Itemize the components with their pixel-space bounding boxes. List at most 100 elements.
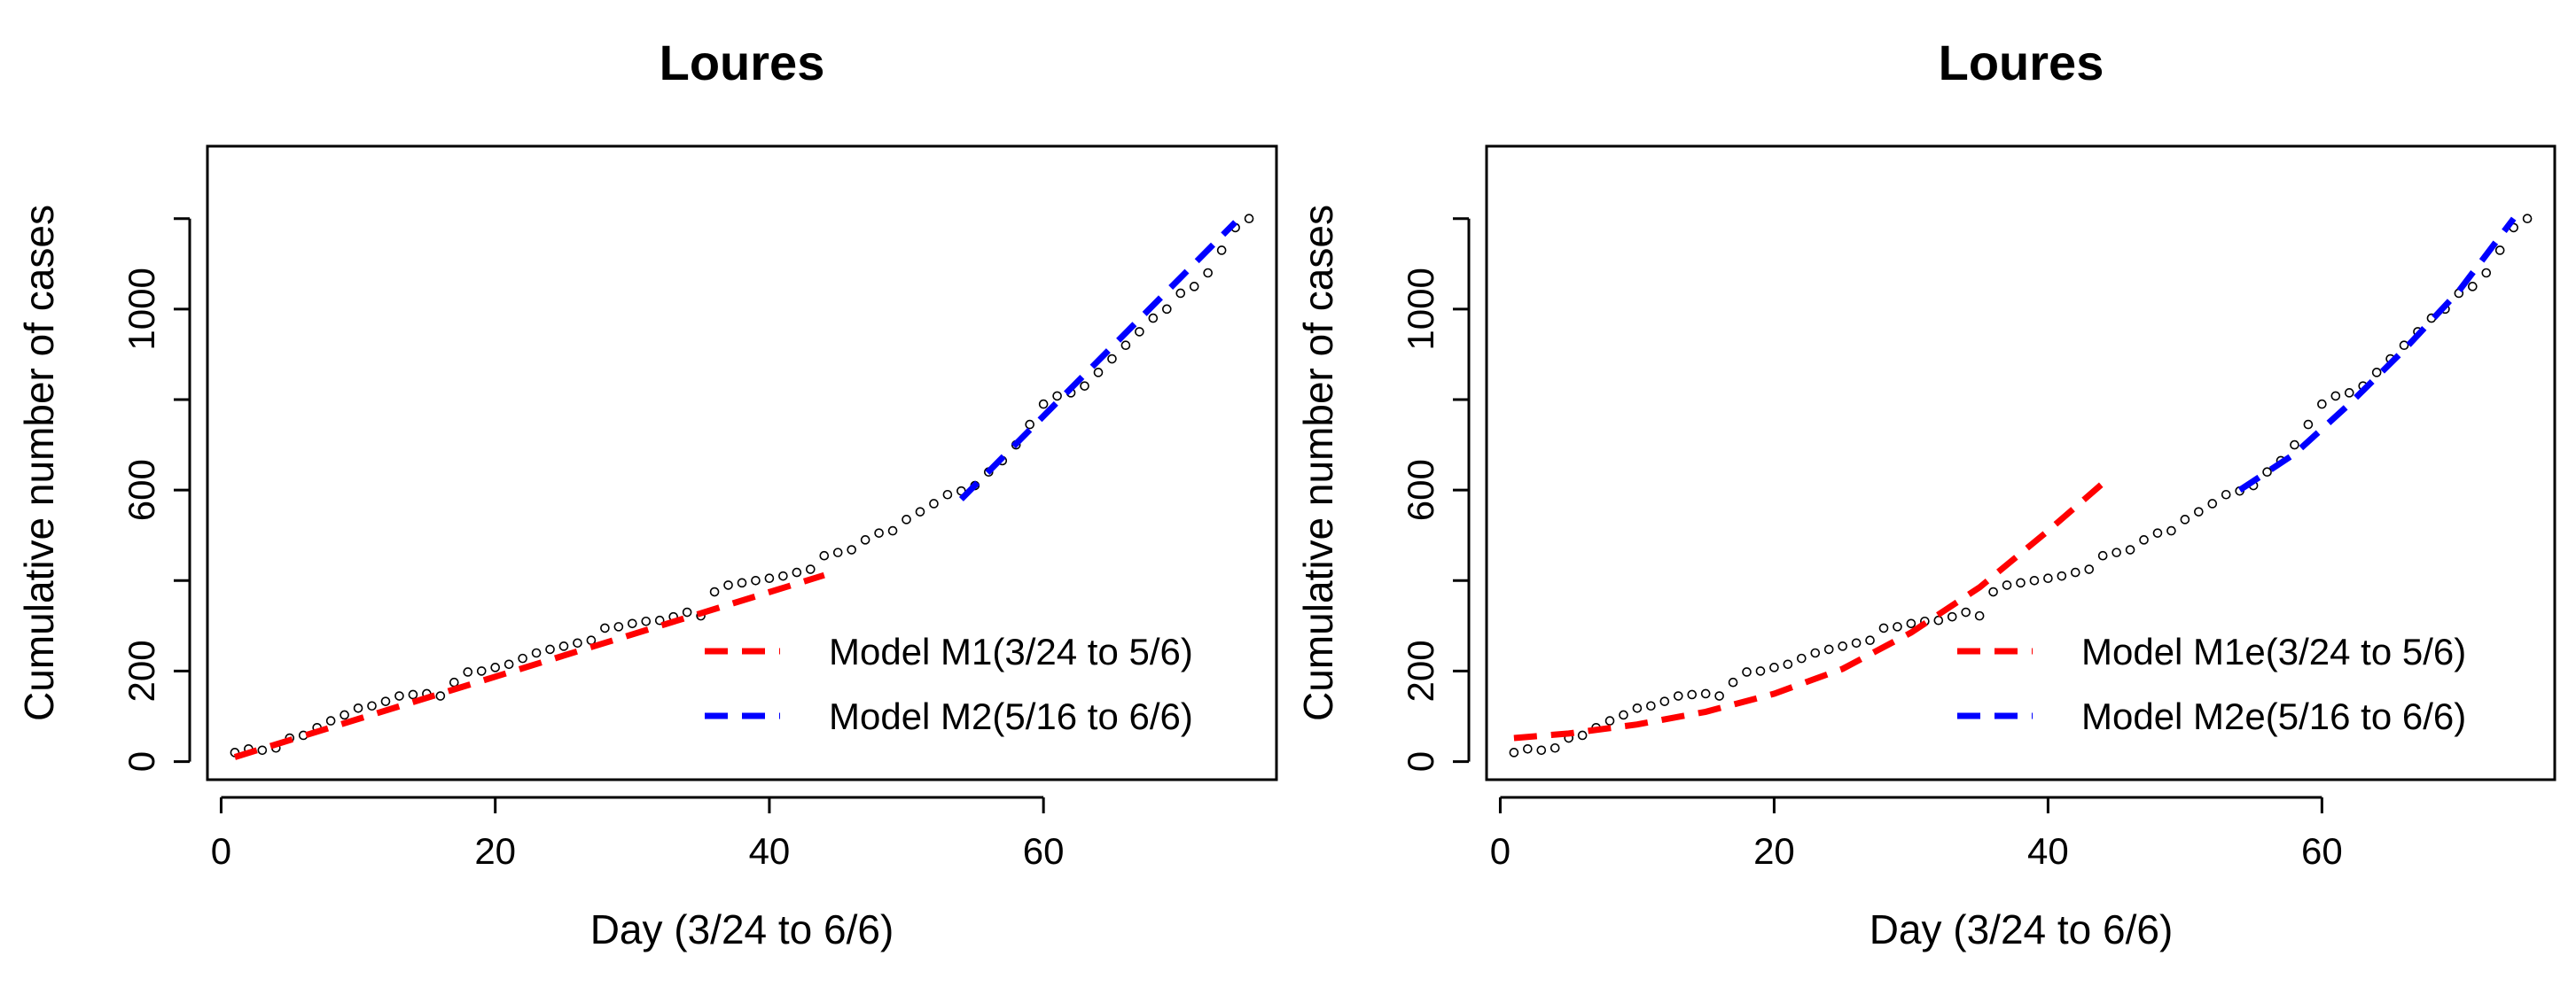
observed-point bbox=[2043, 573, 2053, 584]
observed-point bbox=[340, 710, 349, 720]
observed-point bbox=[847, 545, 856, 555]
observed-point bbox=[1523, 743, 1533, 754]
observed-point bbox=[832, 548, 843, 557]
observed-point bbox=[1025, 419, 1034, 430]
observed-point bbox=[1052, 391, 1062, 401]
observed-point bbox=[2481, 268, 2492, 278]
model-line-2 bbox=[2237, 216, 2517, 494]
observed-point bbox=[1823, 644, 1834, 655]
observed-point bbox=[2221, 489, 2231, 500]
x-tick-label: 40 bbox=[2027, 830, 2069, 872]
observed-point bbox=[2494, 245, 2505, 255]
y-tick-label: 1000 bbox=[121, 268, 162, 350]
x-tick-label: 20 bbox=[474, 830, 516, 872]
observed-point bbox=[2399, 340, 2409, 351]
y-tick-label: 1000 bbox=[1400, 268, 1441, 350]
legend-label-1: Model M1(3/24 to 5/6) bbox=[829, 631, 1193, 672]
model-line-1 bbox=[1513, 480, 2105, 742]
observed-point bbox=[449, 677, 459, 688]
observed-point bbox=[573, 638, 582, 649]
observed-point bbox=[628, 618, 637, 629]
observed-point bbox=[2139, 535, 2149, 545]
x-tick-label: 60 bbox=[2301, 830, 2343, 872]
observed-point bbox=[2303, 419, 2314, 430]
observed-point bbox=[2207, 499, 2218, 509]
observed-point bbox=[709, 587, 720, 597]
observed-point bbox=[1244, 214, 1254, 224]
observed-point bbox=[1216, 245, 1227, 255]
observed-point bbox=[1933, 615, 1944, 626]
observed-point bbox=[545, 644, 555, 655]
x-axis-label: Day (3/24 to 6/6) bbox=[590, 906, 894, 952]
legend-label-2: Model M2e(5/16 to 6/6) bbox=[2081, 696, 2466, 737]
y-axis-label: Cumulative number of cases bbox=[16, 205, 62, 721]
legend-label-2: Model M2(5/16 to 6/6) bbox=[829, 696, 1193, 737]
observed-point bbox=[490, 663, 500, 672]
observed-point bbox=[1203, 268, 1213, 278]
observed-point bbox=[1742, 667, 1752, 677]
observed-point bbox=[1175, 288, 1186, 299]
y-tick-label: 0 bbox=[121, 751, 162, 772]
observed-point bbox=[2029, 575, 2040, 586]
observed-point bbox=[874, 528, 884, 538]
observed-point bbox=[1961, 607, 1971, 618]
observed-point bbox=[463, 667, 473, 677]
observed-point bbox=[2262, 467, 2272, 478]
observed-point bbox=[1838, 641, 1847, 651]
observed-point bbox=[1797, 653, 1807, 664]
observed-point bbox=[353, 703, 363, 713]
observed-point bbox=[902, 515, 911, 525]
observed-point bbox=[942, 489, 953, 500]
observed-point bbox=[764, 573, 775, 584]
observed-point bbox=[1878, 623, 1889, 633]
observed-point bbox=[476, 666, 487, 676]
observed-point bbox=[806, 564, 816, 574]
observed-point bbox=[531, 648, 542, 658]
observed-point bbox=[613, 622, 624, 632]
observed-point bbox=[723, 580, 733, 590]
observed-point bbox=[1851, 638, 1862, 649]
observed-point bbox=[1659, 696, 1670, 706]
observed-point bbox=[1632, 703, 1643, 713]
observed-point bbox=[860, 535, 870, 545]
observed-point bbox=[1947, 611, 1957, 622]
observed-point bbox=[1619, 710, 1628, 720]
observed-point bbox=[1577, 730, 1588, 741]
observed-point bbox=[1509, 748, 1519, 758]
observed-point bbox=[1536, 745, 1547, 756]
observed-point bbox=[1714, 691, 1724, 701]
observed-point bbox=[257, 745, 268, 756]
observed-point bbox=[2057, 571, 2067, 581]
observed-point bbox=[2125, 545, 2135, 555]
observed-point bbox=[2097, 550, 2108, 561]
observed-point bbox=[792, 567, 802, 578]
legend-label-1: Model M1e(3/24 to 5/6) bbox=[2081, 631, 2466, 672]
observed-point bbox=[819, 550, 830, 561]
observed-point bbox=[1769, 663, 1779, 672]
observed-point bbox=[641, 616, 652, 626]
x-tick-label: 0 bbox=[211, 830, 231, 872]
observed-point bbox=[2180, 515, 2190, 525]
observed-point bbox=[1755, 666, 1766, 676]
observed-point bbox=[1687, 689, 1698, 700]
observed-point bbox=[600, 623, 610, 633]
observed-point bbox=[1120, 340, 1131, 351]
observed-point bbox=[1038, 399, 1049, 409]
observed-point bbox=[778, 571, 788, 581]
y-tick-label: 200 bbox=[121, 640, 162, 702]
y-tick-label: 200 bbox=[1400, 640, 1441, 702]
observed-point bbox=[2016, 578, 2026, 588]
observed-point bbox=[2371, 368, 2382, 377]
observed-point bbox=[2166, 525, 2176, 536]
observed-point bbox=[380, 696, 391, 706]
observed-point bbox=[503, 659, 514, 670]
observed-point bbox=[1162, 304, 1172, 315]
observed-point bbox=[2290, 439, 2299, 450]
observed-point bbox=[1893, 622, 1902, 632]
observed-point bbox=[558, 641, 569, 651]
observed-point bbox=[435, 691, 446, 701]
observed-point bbox=[2522, 214, 2533, 224]
observed-point bbox=[394, 691, 404, 701]
observed-point bbox=[2468, 282, 2478, 291]
